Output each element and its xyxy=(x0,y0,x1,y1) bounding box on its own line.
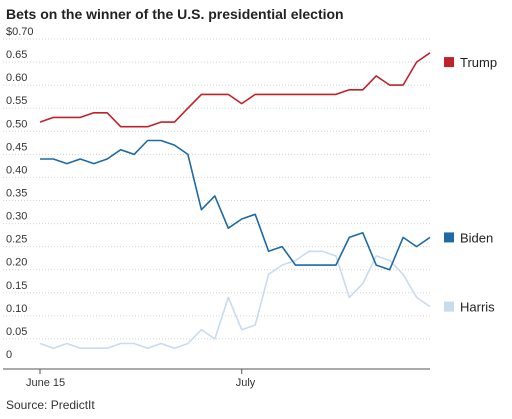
legend-label-harris: Harris xyxy=(460,300,495,315)
series-line-harris xyxy=(39,250,431,350)
x-axis: June 15 July xyxy=(3,368,430,389)
x-tick-label: July xyxy=(236,377,256,389)
legend-label-trump: Trump xyxy=(460,55,497,70)
y-tick-label: 0.40 xyxy=(6,164,27,176)
grid-lines xyxy=(3,38,430,340)
chart-title: Bets on the winner of the U.S. president… xyxy=(6,6,344,22)
y-tick-label: 0.35 xyxy=(6,188,27,200)
legend-swatch-trump xyxy=(444,57,454,68)
legend: Trump Biden Harris xyxy=(444,55,497,315)
y-tick-label: 0.50 xyxy=(6,118,27,130)
x-tick-label: June 15 xyxy=(26,377,65,389)
y-tick-label: 0.45 xyxy=(6,141,27,153)
legend-swatch-harris xyxy=(444,301,454,312)
legend-label-biden: Biden xyxy=(460,230,493,245)
legend-swatch-biden xyxy=(444,232,454,243)
series-line-biden xyxy=(40,139,431,271)
y-tick-label: 0.65 xyxy=(6,49,27,61)
y-axis-ticks: $0.70 0.65 0.60 0.55 0.50 0.45 0.40 0.35 0.30 0.2… xyxy=(6,26,34,361)
y-tick-label: 0.20 xyxy=(6,257,27,269)
y-tick-label: 0.60 xyxy=(6,72,27,84)
y-tick-label: 0.10 xyxy=(6,303,27,315)
y-tick-label: 0.25 xyxy=(6,234,27,246)
y-tick-label: 0.05 xyxy=(6,326,27,338)
series-lines xyxy=(39,52,431,350)
y-tick-label: 0.55 xyxy=(6,95,27,107)
y-tick-label: 0.30 xyxy=(6,211,27,223)
source-note: Source: PredictIt xyxy=(6,398,95,412)
y-tick-label: 0 xyxy=(6,349,12,361)
series-line-trump xyxy=(39,52,431,128)
y-tick-label: $0.70 xyxy=(6,26,34,38)
y-tick-label: 0.15 xyxy=(6,280,27,292)
